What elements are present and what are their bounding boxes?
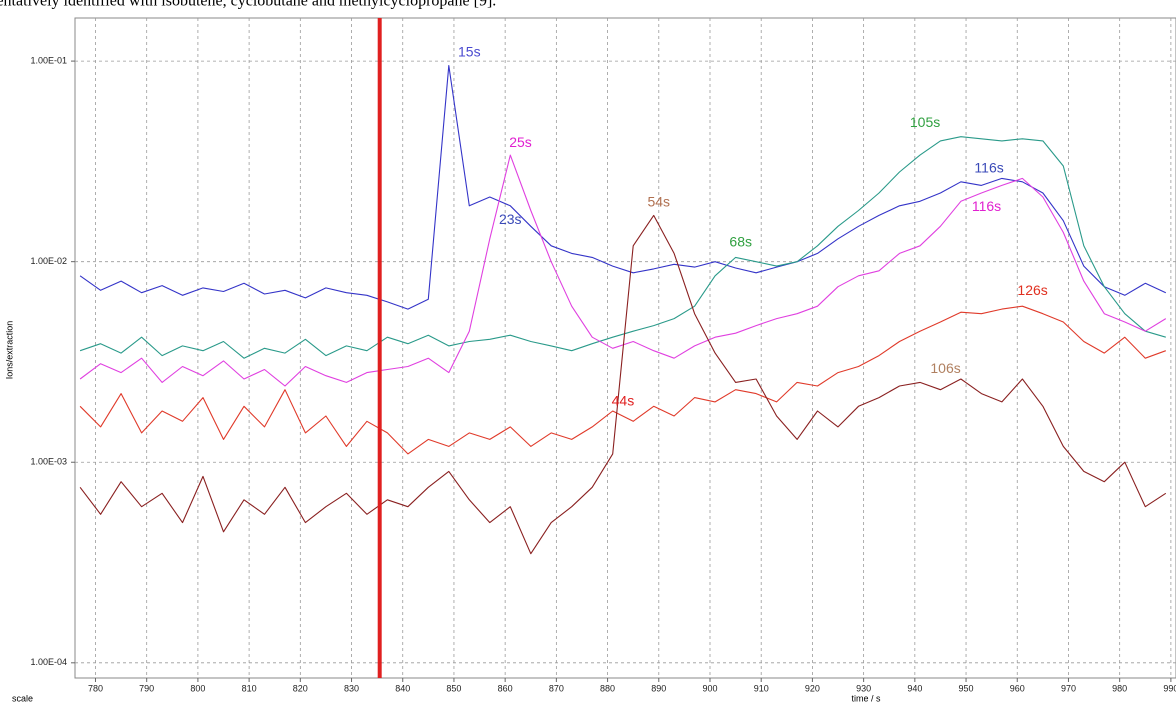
annotation: 23s [499, 211, 522, 227]
x-tick-label: 780 [88, 683, 103, 693]
caption: tentatively identified with isobutene, c… [0, 0, 496, 10]
x-axis-label: time / s [851, 693, 881, 703]
x-tick-label: 960 [1010, 683, 1025, 693]
x-tick-label: 980 [1112, 683, 1127, 693]
x-tick-label: 890 [651, 683, 666, 693]
annotation: 68s [729, 234, 752, 250]
y-tick-label: 1.00E-01 [30, 55, 67, 65]
annotation: 116s [974, 160, 1003, 176]
x-tick-label: 860 [498, 683, 513, 693]
x-tick-label: 810 [242, 683, 257, 693]
annotation: 44s [612, 393, 635, 409]
x-tick-label: 900 [702, 683, 717, 693]
x-tick-label: 850 [446, 683, 461, 693]
series-line [79, 214, 1167, 555]
annotation: 105s [910, 114, 940, 130]
x-tick-label: 880 [600, 683, 615, 693]
annotation: 116s [972, 198, 1001, 214]
annotation: 54s [647, 194, 670, 210]
series-line [79, 136, 1166, 359]
x-tick-label: 970 [1061, 683, 1076, 693]
y-tick-label: 1.00E-04 [30, 657, 67, 667]
x-tick-label: 870 [549, 683, 564, 693]
scale-label: scale [12, 693, 33, 703]
x-tick-label: 920 [805, 683, 820, 693]
annotation: 126s [1017, 282, 1047, 298]
x-tick-label: 930 [856, 683, 871, 693]
x-tick-label: 990 [1163, 683, 1176, 693]
x-tick-label: 840 [395, 683, 410, 693]
x-tick-label: 940 [907, 683, 922, 693]
x-tick-label: 950 [959, 683, 974, 693]
x-tick-label: 910 [754, 683, 769, 693]
y-tick-label: 1.00E-03 [30, 457, 67, 467]
plot-area [74, 17, 1176, 679]
x-tick-label: 820 [293, 683, 308, 693]
y-axis-label: Ions/extraction [4, 321, 14, 380]
annotation: 106s [930, 360, 960, 376]
x-tick-label: 800 [190, 683, 205, 693]
annotation: 15s [458, 43, 481, 59]
series-line [79, 65, 1167, 310]
x-tick-label: 790 [139, 683, 154, 693]
x-tick-label: 830 [344, 683, 359, 693]
annotation: 25s [509, 134, 532, 150]
series-line [79, 305, 1166, 455]
y-tick-label: 1.00E-02 [30, 256, 67, 266]
